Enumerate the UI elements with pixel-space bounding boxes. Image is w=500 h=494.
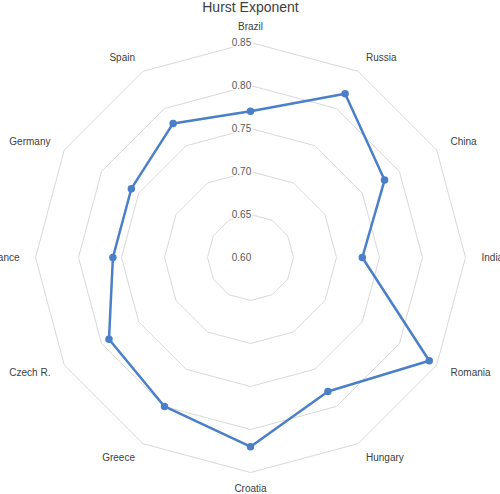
svg-text:Hungary: Hungary <box>366 452 404 463</box>
svg-text:Brazil: Brazil <box>238 21 263 32</box>
svg-text:Czech R.: Czech R. <box>9 367 50 378</box>
svg-text:India: India <box>482 252 500 263</box>
svg-text:0.60: 0.60 <box>232 252 252 263</box>
svg-text:Croatia: Croatia <box>234 483 267 494</box>
svg-text:Hurst Exponent: Hurst Exponent <box>202 0 299 15</box>
svg-text:Romania: Romania <box>451 367 491 378</box>
svg-text:Russia: Russia <box>366 52 397 63</box>
svg-text:Greece: Greece <box>102 452 135 463</box>
svg-text:France: France <box>0 252 20 263</box>
svg-text:China: China <box>451 136 478 147</box>
svg-text:0.85: 0.85 <box>232 37 252 48</box>
svg-text:0.80: 0.80 <box>232 80 252 91</box>
svg-text:0.65: 0.65 <box>232 209 252 220</box>
svg-text:Germany: Germany <box>9 136 50 147</box>
svg-text:Spain: Spain <box>109 52 135 63</box>
svg-text:0.75: 0.75 <box>232 123 252 134</box>
svg-text:0.70: 0.70 <box>232 166 252 177</box>
